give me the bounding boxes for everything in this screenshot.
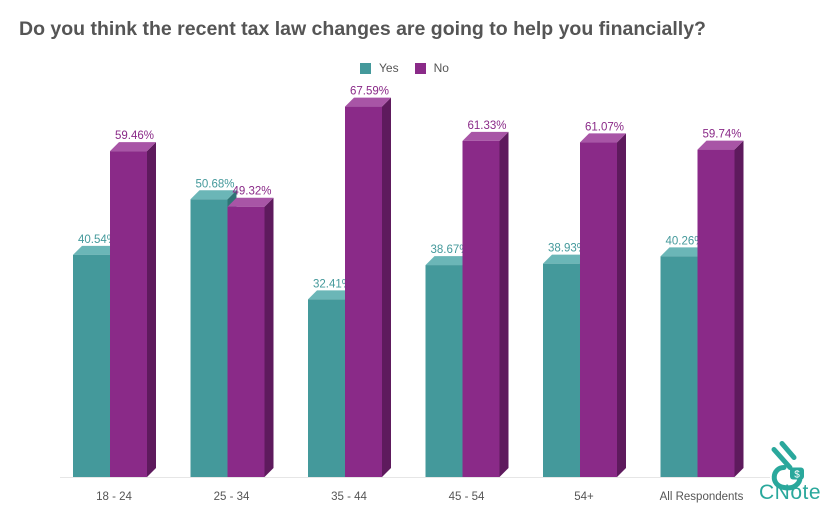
data-label-no-1: 49.32% xyxy=(232,186,271,198)
data-label-no-2: 67.59% xyxy=(350,86,389,98)
bar-top-no-0 xyxy=(110,142,156,152)
bar-no-2 xyxy=(345,106,382,477)
bar-side-no-5 xyxy=(734,140,744,477)
cnote-logo-icon: $ xyxy=(771,441,804,491)
data-label-yes-2: 32.41% xyxy=(313,278,352,290)
x-tick-label-0: 18 - 24 xyxy=(96,491,132,503)
legend-item-yes: Yes xyxy=(360,61,399,75)
bar-top-no-4 xyxy=(580,133,626,143)
legend: Yes No xyxy=(360,61,465,75)
bar-no-5 xyxy=(697,149,735,477)
bar-side-no-0 xyxy=(147,142,156,478)
svg-text:$: $ xyxy=(794,470,800,481)
bar-yes-5 xyxy=(660,256,698,477)
bar-side-no-4 xyxy=(617,133,626,477)
x-tick-label-3: 45 - 54 xyxy=(449,491,485,503)
bar-top-yes-2 xyxy=(308,290,354,300)
data-label-yes-5: 40.26% xyxy=(665,235,704,247)
legend-label-no: No xyxy=(433,61,449,75)
bar-top-no-5 xyxy=(697,140,744,150)
data-label-yes-3: 38.67% xyxy=(430,244,469,256)
chart-title: Do you think the recent tax law changes … xyxy=(19,18,706,40)
bar-no-0 xyxy=(110,151,147,478)
data-label-no-5: 59.74% xyxy=(702,129,741,141)
data-label-no-3: 61.33% xyxy=(467,120,506,132)
bar-top-yes-3 xyxy=(425,256,472,266)
bar-yes-4 xyxy=(543,263,580,477)
bar-top-no-2 xyxy=(345,97,391,107)
data-label-no-0: 59.46% xyxy=(115,130,154,142)
data-label-yes-4: 38.93% xyxy=(548,243,587,255)
bar-top-no-1 xyxy=(227,197,274,207)
x-tick-label-5: All Respondents xyxy=(660,491,744,503)
bar-no-4 xyxy=(580,142,617,477)
bar-top-yes-0 xyxy=(73,245,119,255)
x-tick-label-4: 54+ xyxy=(574,491,594,503)
data-label-yes-1: 50.68% xyxy=(195,178,234,190)
data-label-no-4: 61.07% xyxy=(585,121,624,133)
bar-yes-0 xyxy=(73,254,110,477)
bar-yes-2 xyxy=(308,299,345,477)
legend-swatch-yes xyxy=(360,62,371,74)
bar-side-no-1 xyxy=(264,197,274,478)
legend-item-no: No xyxy=(414,61,449,75)
bar-top-yes-4 xyxy=(543,254,589,264)
data-label-yes-0: 40.54% xyxy=(78,234,117,246)
bar-yes-3 xyxy=(425,265,463,477)
x-tick-label-1: 25 - 34 xyxy=(214,491,250,503)
logo-text: CNote xyxy=(759,481,822,504)
legend-label-yes: Yes xyxy=(379,61,399,75)
bar-side-no-2 xyxy=(382,97,391,477)
bar-top-yes-1 xyxy=(190,190,237,200)
bar-top-yes-5 xyxy=(660,247,707,257)
bar-side-no-3 xyxy=(499,131,509,477)
x-tick-label-2: 35 - 44 xyxy=(331,491,367,503)
legend-swatch-no xyxy=(414,62,426,74)
bar-yes-1 xyxy=(190,199,228,477)
bar-no-3 xyxy=(462,140,500,477)
bar-top-no-3 xyxy=(462,131,509,141)
bar-no-1 xyxy=(227,206,265,478)
